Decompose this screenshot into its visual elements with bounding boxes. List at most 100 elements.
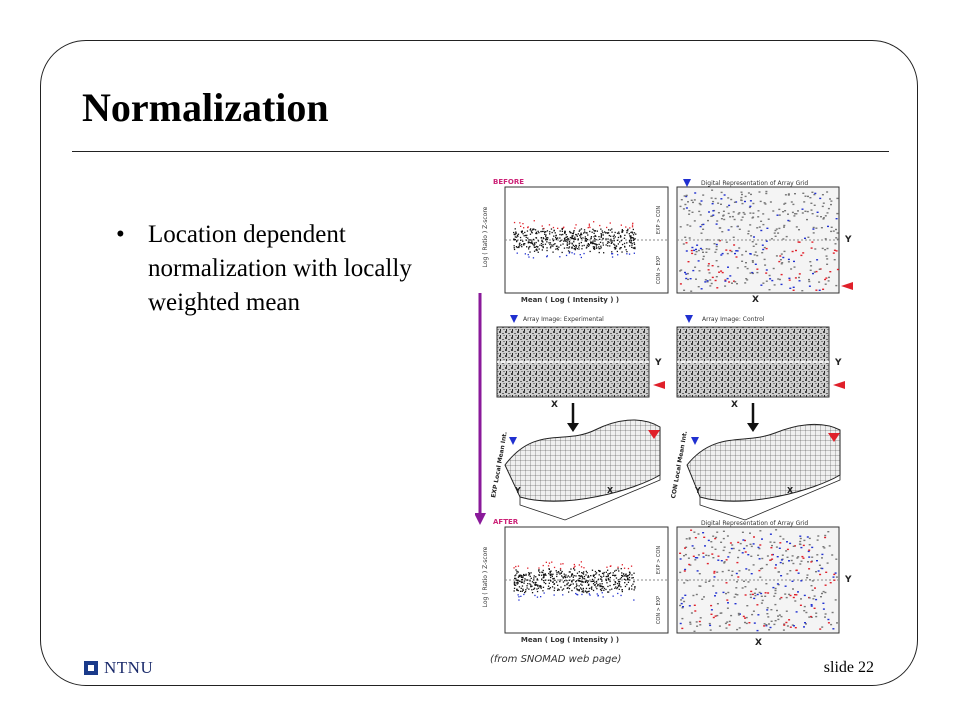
scatter-point — [591, 231, 593, 233]
scatter-point — [573, 241, 575, 243]
scatter-point — [564, 230, 566, 232]
scatter-point — [542, 590, 544, 592]
scatter-point — [617, 585, 620, 587]
grid-spot — [765, 240, 768, 242]
title-divider — [72, 151, 889, 152]
grid-spot — [814, 587, 816, 589]
grid-spot — [763, 202, 766, 204]
grid-spot — [795, 569, 798, 571]
scatter-point — [607, 575, 609, 577]
grid-spot — [808, 556, 811, 558]
grid-spot — [770, 547, 773, 549]
grid-spot — [694, 610, 697, 612]
grid-spot — [753, 236, 755, 238]
scatter-point — [571, 580, 573, 582]
scatter-point — [561, 228, 563, 231]
scatter-point — [519, 244, 521, 247]
scatter-point — [587, 576, 589, 578]
scatter-point — [581, 584, 583, 586]
grid-spot — [724, 279, 727, 281]
scatter-point — [631, 577, 633, 579]
scatter-point — [630, 231, 632, 234]
grid-spot — [697, 554, 700, 556]
scatter-point — [583, 578, 586, 580]
scatter-point — [549, 579, 552, 581]
scatter-point — [530, 242, 533, 244]
grid-spot — [766, 613, 769, 615]
grid-spot — [768, 289, 771, 291]
grid-spot — [713, 576, 716, 578]
grid-spot — [721, 271, 724, 274]
grid-spot — [761, 567, 764, 569]
grid-spot — [820, 227, 823, 229]
grid-spot — [784, 585, 787, 587]
scatter-point — [556, 571, 558, 574]
grid-spot — [745, 262, 747, 264]
grid-spot — [712, 210, 715, 212]
scatter-point — [562, 243, 564, 245]
grid-spot — [718, 625, 721, 627]
grid-spot — [824, 215, 827, 217]
slide-number: slide 22 — [823, 659, 874, 676]
scatter-point — [598, 248, 600, 250]
scatter-point — [547, 588, 549, 590]
scatter-point — [608, 229, 610, 231]
scatter-point — [564, 576, 566, 578]
grid-spot — [835, 250, 838, 252]
grid-spot — [746, 279, 749, 281]
grid-spot — [699, 617, 702, 619]
grid-spot — [715, 243, 718, 246]
scatter-point — [613, 574, 615, 576]
grid-spot — [819, 197, 822, 200]
scatter-point — [529, 575, 531, 577]
scatter-point — [562, 576, 564, 578]
scatter-point — [553, 235, 555, 237]
grid-spot — [788, 619, 791, 621]
scatter-point — [517, 571, 519, 573]
scatter-point — [593, 247, 595, 250]
scatter-point — [547, 579, 550, 581]
grid-spot — [787, 219, 790, 222]
grid-spot — [741, 260, 744, 262]
grid-spot — [708, 622, 711, 625]
grid-spot — [747, 230, 750, 232]
scatter-point — [529, 229, 531, 231]
grid-spot — [680, 269, 683, 271]
scatter-point — [573, 568, 575, 570]
scatter-point — [561, 227, 563, 230]
grid-spot — [826, 258, 829, 260]
grid-spot — [694, 557, 697, 559]
grid-spot — [786, 541, 788, 543]
scatter-point — [572, 576, 574, 578]
scatter-point — [541, 225, 543, 227]
scatter-point — [581, 572, 583, 574]
grid-spot — [758, 191, 761, 193]
scatter-point — [624, 585, 627, 588]
scatter-point — [623, 237, 626, 239]
scatter-point — [548, 572, 550, 575]
scatter-point — [528, 573, 531, 575]
scatter-point — [526, 246, 528, 248]
scatter-point — [606, 566, 608, 568]
grid-spot — [785, 621, 788, 624]
scatter-point — [543, 592, 545, 594]
grid-spot — [694, 192, 697, 194]
grid-spot — [756, 629, 759, 632]
grid-spot — [693, 630, 696, 632]
scatter-point — [600, 585, 602, 587]
grid-spot — [798, 241, 801, 243]
scatter-point — [539, 244, 541, 246]
grid-spot — [807, 195, 809, 198]
grid-spot — [798, 543, 801, 545]
grid-spot — [705, 251, 708, 253]
grid-spot — [727, 556, 730, 558]
grid-spot — [685, 546, 688, 548]
scatter-point — [549, 587, 551, 589]
scatter-point — [565, 234, 567, 236]
grid-spot — [828, 545, 831, 547]
scatter-point — [556, 573, 558, 575]
grid-spot — [725, 582, 728, 584]
scatter-point — [615, 586, 617, 588]
scatter-point — [527, 242, 529, 244]
grid-spot — [795, 611, 798, 613]
